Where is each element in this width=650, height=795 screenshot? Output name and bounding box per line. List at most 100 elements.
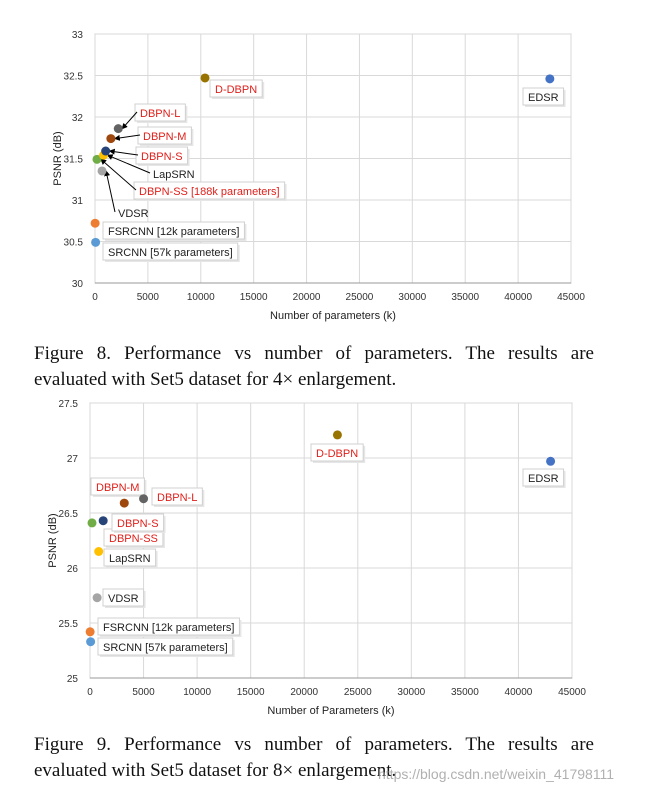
data-point xyxy=(86,637,96,647)
x-tick-label: 45000 xyxy=(557,292,585,303)
point-label-group: LapSRN xyxy=(153,169,195,181)
point-label: DBPN-L xyxy=(157,492,197,504)
y-axis-title: PSNR (dB) xyxy=(47,513,59,567)
data-point xyxy=(200,73,210,83)
y-tick-label: 26 xyxy=(67,564,79,575)
point-label: DBPN-M xyxy=(143,131,186,143)
point-label: VDSR xyxy=(108,593,139,605)
point-label-group: SRCNN [57k parameters] xyxy=(97,637,235,657)
data-point xyxy=(87,518,97,528)
point-label-box xyxy=(133,181,286,200)
y-tick-label: 25 xyxy=(67,674,79,685)
point-label: EDSR xyxy=(528,473,559,485)
point-label-group: DBPN-S xyxy=(111,513,166,533)
point-label-box xyxy=(151,487,203,506)
point-label-group: DBPN-M xyxy=(137,126,194,146)
data-point xyxy=(119,498,129,508)
figure-8-chart: 0 5000 10000 15000 20000 25000 30000 35000 40000… xyxy=(0,0,650,335)
y-tick-label: 27 xyxy=(67,454,79,465)
y-tick-label: 30.5 xyxy=(64,238,84,249)
x-tick-label: 30000 xyxy=(398,292,426,303)
point-label: DBPN-SS [188k parameters] xyxy=(139,186,280,198)
point-label-group: DBPN-M xyxy=(90,477,147,497)
point-label: FSRCNN [12k parameters] xyxy=(103,622,234,634)
point-label: D-DBPN xyxy=(215,84,257,96)
x-tick-label: 40000 xyxy=(504,292,532,303)
point-arrow xyxy=(113,134,141,141)
point-label-box xyxy=(102,588,145,607)
point-arrow xyxy=(104,169,116,213)
point-label-group: DBPN-SS [188k parameters] xyxy=(133,181,287,201)
point-label-box xyxy=(102,242,239,261)
point-label: DBPN-S xyxy=(117,518,159,530)
point-label-group: SRCNN [57k parameters] xyxy=(102,242,240,262)
point-label: FSRCNN [12k parameters] xyxy=(108,226,239,238)
x-axis-title: Number of parameters (k) xyxy=(270,310,396,322)
data-point xyxy=(113,124,123,134)
point-arrow xyxy=(121,111,138,130)
x-tick-label: 10000 xyxy=(183,687,211,698)
point-label-box xyxy=(102,221,245,240)
point-label: LapSRN xyxy=(153,169,195,181)
data-point xyxy=(546,456,556,466)
y-tick-label: 31 xyxy=(72,196,84,207)
point-label-box xyxy=(209,79,263,98)
y-tick-label: 25.5 xyxy=(59,619,79,630)
x-tick-label: 5000 xyxy=(137,292,160,303)
point-label-group: VDSR xyxy=(118,208,149,220)
figure-8-caption: Figure 8. Performance vs number of param… xyxy=(34,343,594,390)
x-tick-label: 35000 xyxy=(451,292,479,303)
point-label-box xyxy=(522,468,565,487)
point-label: SRCNN [57k parameters] xyxy=(108,247,233,259)
point-label-box xyxy=(103,548,157,567)
point-label-box xyxy=(135,146,189,165)
point-label-group: DBPN-L xyxy=(151,487,205,507)
y-tick-label: 31.5 xyxy=(64,155,84,166)
data-point xyxy=(101,146,111,156)
figure-9-caption: Figure 9. Performance vs number of param… xyxy=(34,734,594,781)
x-tick-label: 45000 xyxy=(558,687,586,698)
point-label-group: FSRCNN [12k parameters] xyxy=(102,221,247,241)
point-label-group: DBPN-L xyxy=(134,103,188,123)
x-tick-label: 25000 xyxy=(344,687,372,698)
point-label-box xyxy=(522,87,565,106)
x-tick-label: 0 xyxy=(87,687,93,698)
x-tick-label: 15000 xyxy=(237,687,265,698)
point-label-box xyxy=(134,103,186,122)
y-axis-title: PSNR (dB) xyxy=(52,131,64,185)
point-arrow xyxy=(100,158,137,191)
y-tick-label: 32 xyxy=(72,113,84,124)
point-label-box xyxy=(310,443,364,462)
data-point xyxy=(94,547,104,556)
point-label: LapSRN xyxy=(109,553,151,565)
x-axis-title: Number of Parameters (k) xyxy=(267,705,394,717)
y-tick-label: 26.5 xyxy=(59,509,79,520)
point-label: VDSR xyxy=(118,208,149,220)
point-label: EDSR xyxy=(528,92,559,104)
x-tick-label: 10000 xyxy=(187,292,215,303)
point-label-group: EDSR xyxy=(522,87,566,107)
data-point xyxy=(91,237,101,247)
point-label: DBPN-S xyxy=(141,151,183,163)
data-point xyxy=(85,627,95,637)
point-arrow xyxy=(106,154,151,174)
data-point xyxy=(332,430,342,440)
point-label-box xyxy=(111,513,165,532)
point-label-group: EDSR xyxy=(522,468,566,488)
figure-9-plot: 0 5000 10000 15000 20000 25000 30000 35000 40000… xyxy=(47,399,586,717)
x-tick-label: 20000 xyxy=(293,292,321,303)
x-tick-label: 5000 xyxy=(132,687,155,698)
data-point xyxy=(92,593,102,603)
x-tick-label: 0 xyxy=(92,292,98,303)
y-tick-label: 32.5 xyxy=(64,72,84,83)
y-tick-label: 30 xyxy=(72,279,84,290)
point-label-group: DBPN-SS xyxy=(103,528,165,548)
data-point xyxy=(90,218,100,228)
y-tick-label: 27.5 xyxy=(59,399,79,410)
point-label: SRCNN [57k parameters] xyxy=(103,642,228,654)
point-label-box xyxy=(97,617,240,636)
point-label: D-DBPN xyxy=(316,448,358,460)
point-arrow xyxy=(108,148,139,156)
point-label: DBPN-SS xyxy=(109,533,158,545)
point-label: DBPN-L xyxy=(140,108,180,120)
